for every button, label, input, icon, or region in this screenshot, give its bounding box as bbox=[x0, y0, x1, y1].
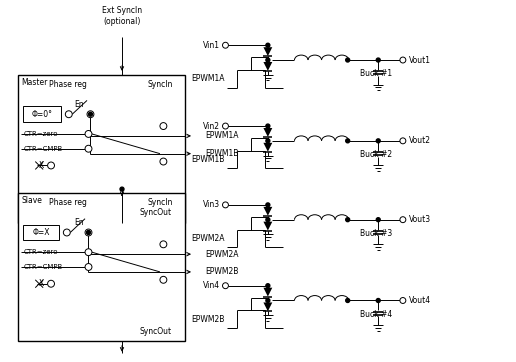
Circle shape bbox=[266, 203, 270, 207]
Text: Master: Master bbox=[22, 78, 48, 87]
Text: CTR=CMPB: CTR=CMPB bbox=[23, 264, 62, 270]
Text: EPWM2A: EPWM2A bbox=[205, 250, 238, 259]
Text: SyncIn: SyncIn bbox=[148, 198, 173, 207]
Polygon shape bbox=[264, 222, 272, 231]
Text: Buck #4: Buck #4 bbox=[361, 310, 393, 319]
Text: Vin4: Vin4 bbox=[202, 281, 220, 290]
Polygon shape bbox=[264, 143, 272, 152]
Circle shape bbox=[346, 299, 350, 303]
Circle shape bbox=[160, 241, 167, 248]
Circle shape bbox=[346, 58, 350, 62]
Circle shape bbox=[222, 123, 229, 129]
Circle shape bbox=[266, 139, 270, 143]
Text: Buck #3: Buck #3 bbox=[361, 229, 393, 238]
Text: SyncOut: SyncOut bbox=[139, 327, 171, 336]
Text: SyncIn: SyncIn bbox=[148, 80, 173, 89]
Polygon shape bbox=[264, 47, 272, 56]
Text: Vout3: Vout3 bbox=[409, 215, 431, 224]
Bar bbox=[23, 106, 61, 122]
Circle shape bbox=[88, 112, 92, 116]
Polygon shape bbox=[264, 303, 272, 311]
Circle shape bbox=[160, 276, 167, 283]
Polygon shape bbox=[264, 288, 272, 296]
Circle shape bbox=[266, 43, 270, 47]
Text: CTR=zero: CTR=zero bbox=[23, 249, 58, 255]
Text: CTR=CMPB: CTR=CMPB bbox=[23, 146, 62, 152]
Circle shape bbox=[160, 158, 167, 165]
Circle shape bbox=[63, 229, 70, 236]
Circle shape bbox=[400, 298, 406, 303]
Polygon shape bbox=[264, 128, 272, 137]
Polygon shape bbox=[264, 207, 272, 216]
Circle shape bbox=[85, 145, 92, 152]
Circle shape bbox=[87, 111, 94, 118]
Circle shape bbox=[266, 299, 270, 303]
Text: En: En bbox=[74, 218, 84, 227]
Circle shape bbox=[87, 231, 90, 235]
Text: EPWM1B: EPWM1B bbox=[191, 155, 224, 164]
Circle shape bbox=[222, 202, 229, 208]
Text: X: X bbox=[39, 279, 44, 288]
Text: CTR=zero: CTR=zero bbox=[23, 131, 58, 137]
Circle shape bbox=[376, 218, 380, 222]
Circle shape bbox=[66, 111, 72, 118]
Text: Vin1: Vin1 bbox=[203, 41, 220, 50]
Text: Vout1: Vout1 bbox=[409, 55, 431, 64]
Circle shape bbox=[266, 124, 270, 128]
Circle shape bbox=[376, 139, 380, 143]
Text: Vin2: Vin2 bbox=[203, 122, 220, 131]
Circle shape bbox=[400, 138, 406, 144]
Polygon shape bbox=[264, 62, 272, 71]
Text: EPWM2A: EPWM2A bbox=[191, 234, 224, 243]
Bar bbox=[18, 193, 185, 341]
Text: EPWM1B: EPWM1B bbox=[205, 149, 238, 158]
Circle shape bbox=[160, 123, 167, 130]
Circle shape bbox=[400, 217, 406, 223]
Text: Φ=0°: Φ=0° bbox=[31, 110, 53, 119]
Text: Vin3: Vin3 bbox=[202, 201, 220, 209]
Circle shape bbox=[222, 283, 229, 289]
Circle shape bbox=[85, 264, 92, 270]
Text: EPWM2B: EPWM2B bbox=[205, 268, 238, 277]
Text: Buck #1: Buck #1 bbox=[361, 69, 393, 78]
Text: EPWM1A: EPWM1A bbox=[191, 74, 224, 83]
Text: Vout2: Vout2 bbox=[409, 136, 431, 145]
Circle shape bbox=[120, 187, 124, 191]
Circle shape bbox=[47, 162, 55, 169]
Circle shape bbox=[266, 58, 270, 62]
Circle shape bbox=[346, 218, 350, 222]
Text: EPWM2B: EPWM2B bbox=[191, 315, 224, 324]
Circle shape bbox=[266, 218, 270, 222]
Circle shape bbox=[376, 58, 380, 62]
Circle shape bbox=[346, 139, 350, 143]
Circle shape bbox=[266, 284, 270, 288]
Text: Phase reg: Phase reg bbox=[49, 80, 87, 89]
Bar bbox=[23, 224, 59, 240]
Text: Φ=X: Φ=X bbox=[33, 228, 50, 237]
Text: En: En bbox=[74, 100, 84, 109]
Circle shape bbox=[400, 57, 406, 63]
Circle shape bbox=[85, 229, 92, 236]
Text: X: X bbox=[39, 161, 44, 170]
Circle shape bbox=[222, 42, 229, 48]
Text: Vout4: Vout4 bbox=[409, 296, 431, 305]
Text: Phase reg: Phase reg bbox=[49, 198, 87, 207]
Text: Ext SyncIn
(optional): Ext SyncIn (optional) bbox=[102, 6, 142, 26]
Text: Slave: Slave bbox=[22, 197, 42, 206]
Text: Buck #2: Buck #2 bbox=[361, 150, 393, 159]
Text: SyncOut: SyncOut bbox=[139, 208, 171, 217]
Circle shape bbox=[376, 299, 380, 303]
Circle shape bbox=[85, 249, 92, 256]
Circle shape bbox=[47, 280, 55, 287]
Bar bbox=[18, 75, 185, 223]
Circle shape bbox=[85, 130, 92, 138]
Text: EPWM1A: EPWM1A bbox=[205, 131, 238, 140]
